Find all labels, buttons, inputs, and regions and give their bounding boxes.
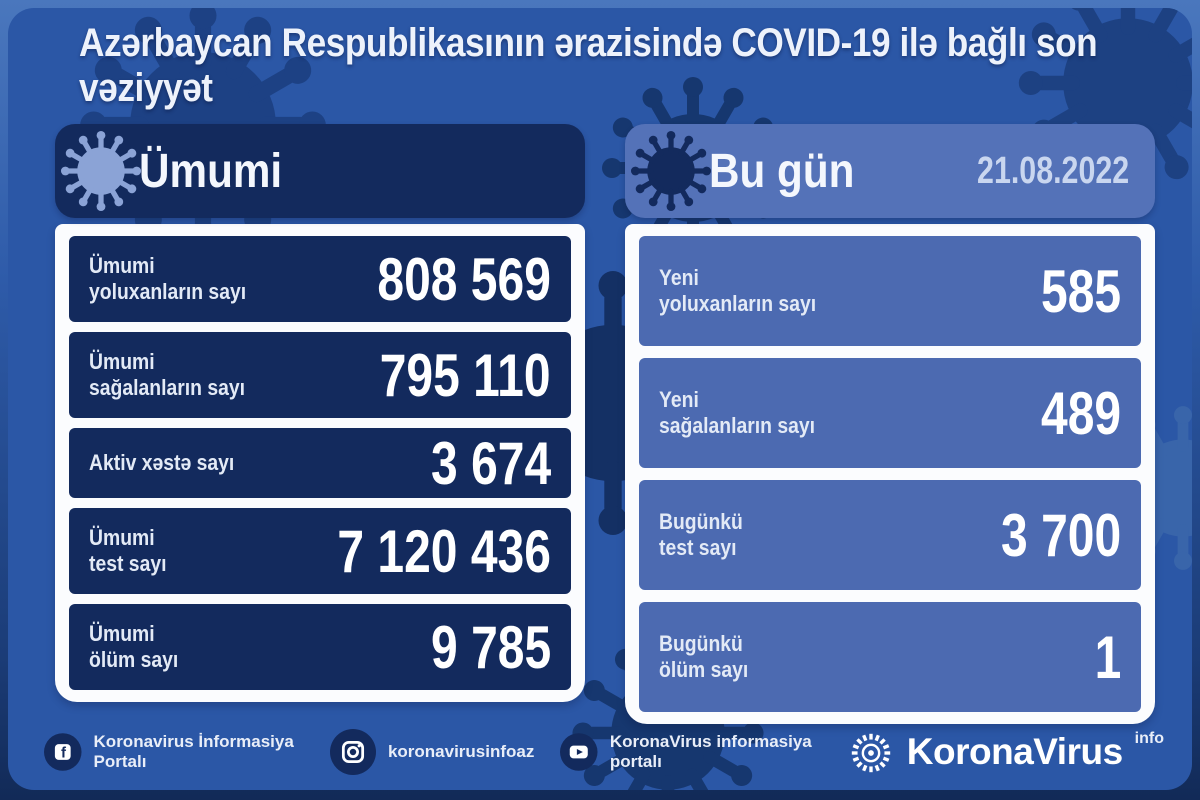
stat-value: 3 700	[1000, 501, 1121, 569]
stat-label: Ümumi ölüm sayı	[89, 621, 179, 672]
stat-value: 3 674	[430, 429, 551, 497]
stat-row-today-deaths: Bugünkü ölüm sayı 1	[639, 602, 1141, 712]
stat-label: Yeni sağalanların sayı	[659, 387, 816, 438]
stat-cards: Ümumi Ümumi yoluxanların sayı 808 569 Üm…	[8, 124, 1192, 724]
today-panel-body: Yeni yoluxanların sayı 585 Yeni sağalanl…	[625, 224, 1155, 724]
stat-label: Ümumi yoluxanların sayı	[89, 253, 247, 304]
stat-value: 795 110	[380, 341, 551, 409]
youtube-icon	[560, 733, 598, 771]
facebook-link[interactable]: f Koronavirus İnformasiya Portalı	[44, 729, 304, 775]
report-date: 21.08.2022	[976, 149, 1129, 192]
infographic-board: Azərbaycan Respublikasının ərazisində CO…	[8, 8, 1192, 790]
svg-text:f: f	[61, 744, 67, 761]
koronavirus-info-logo[interactable]: KoronaVirus info	[847, 727, 1164, 777]
stat-row-today-tests: Bugünkü test sayı 3 700	[639, 480, 1141, 590]
stat-label: Ümumi sağalanların sayı	[89, 349, 246, 400]
stat-row-new-infected: Yeni yoluxanların sayı 585	[639, 236, 1141, 346]
instagram-icon	[329, 729, 376, 775]
stat-value: 808 569	[377, 245, 551, 313]
stat-label: Ümumi test sayı	[89, 525, 167, 576]
stat-value: 489	[1040, 379, 1121, 447]
virus-icon	[57, 127, 145, 215]
stat-value: 9 785	[430, 613, 551, 681]
stat-label: Bugünkü test sayı	[659, 509, 743, 560]
total-panel-title: Ümumi	[139, 144, 283, 198]
stat-row-total-deaths: Ümumi ölüm sayı 9 785	[69, 604, 571, 690]
stat-value: 7 120 436	[337, 517, 551, 585]
total-panel-body: Ümumi yoluxanların sayı 808 569 Ümumi sa…	[55, 224, 585, 702]
today-panel-header: Bu gün 21.08.2022	[625, 124, 1155, 218]
stat-row-total-infected: Ümumi yoluxanların sayı 808 569	[69, 236, 571, 322]
stat-label: Yeni yoluxanların sayı	[659, 265, 817, 316]
stat-value: 585	[1040, 257, 1121, 325]
stat-row-active-cases: Aktiv xəstə sayı 3 674	[69, 428, 571, 498]
total-panel: Ümumi Ümumi yoluxanların sayı 808 569 Üm…	[55, 124, 585, 702]
footer: f Koronavirus İnformasiya Portalı korona…	[44, 726, 1164, 778]
total-panel-header: Ümumi	[55, 124, 585, 218]
stat-row-total-tests: Ümumi test sayı 7 120 436	[69, 508, 571, 594]
page-title: Azərbaycan Respublikasının ərazisində CO…	[79, 21, 1098, 110]
instagram-link[interactable]: koronavirusinfoaz	[329, 729, 535, 775]
instagram-label: koronavirusinfoaz	[387, 742, 535, 761]
youtube-link[interactable]: KoronaVirus informasiya portalı	[560, 729, 820, 775]
facebook-icon: f	[44, 733, 82, 771]
youtube-label: KoronaVirus informasiya portalı	[609, 732, 812, 771]
stat-label: Aktiv xəstə sayı	[89, 450, 235, 476]
facebook-label: Koronavirus İnformasiya Portalı	[93, 732, 294, 771]
today-panel-title: Bu gün	[709, 144, 855, 198]
stat-label: Bugünkü ölüm sayı	[659, 631, 749, 682]
stat-value: 1	[1094, 623, 1121, 691]
stat-row-new-recovered: Yeni sağalanların sayı 489	[639, 358, 1141, 468]
logo-text: KoronaVirus	[906, 731, 1123, 772]
logo-suffix: info	[1134, 730, 1164, 747]
title-bar: Azərbaycan Respublikasının ərazisində CO…	[8, 8, 1192, 124]
today-panel: Bu gün 21.08.2022 Yeni yoluxanların sayı…	[625, 124, 1155, 724]
virus-sun-icon	[847, 729, 895, 777]
virus-icon	[627, 127, 715, 215]
stat-row-total-recovered: Ümumi sağalanların sayı 795 110	[69, 332, 571, 418]
